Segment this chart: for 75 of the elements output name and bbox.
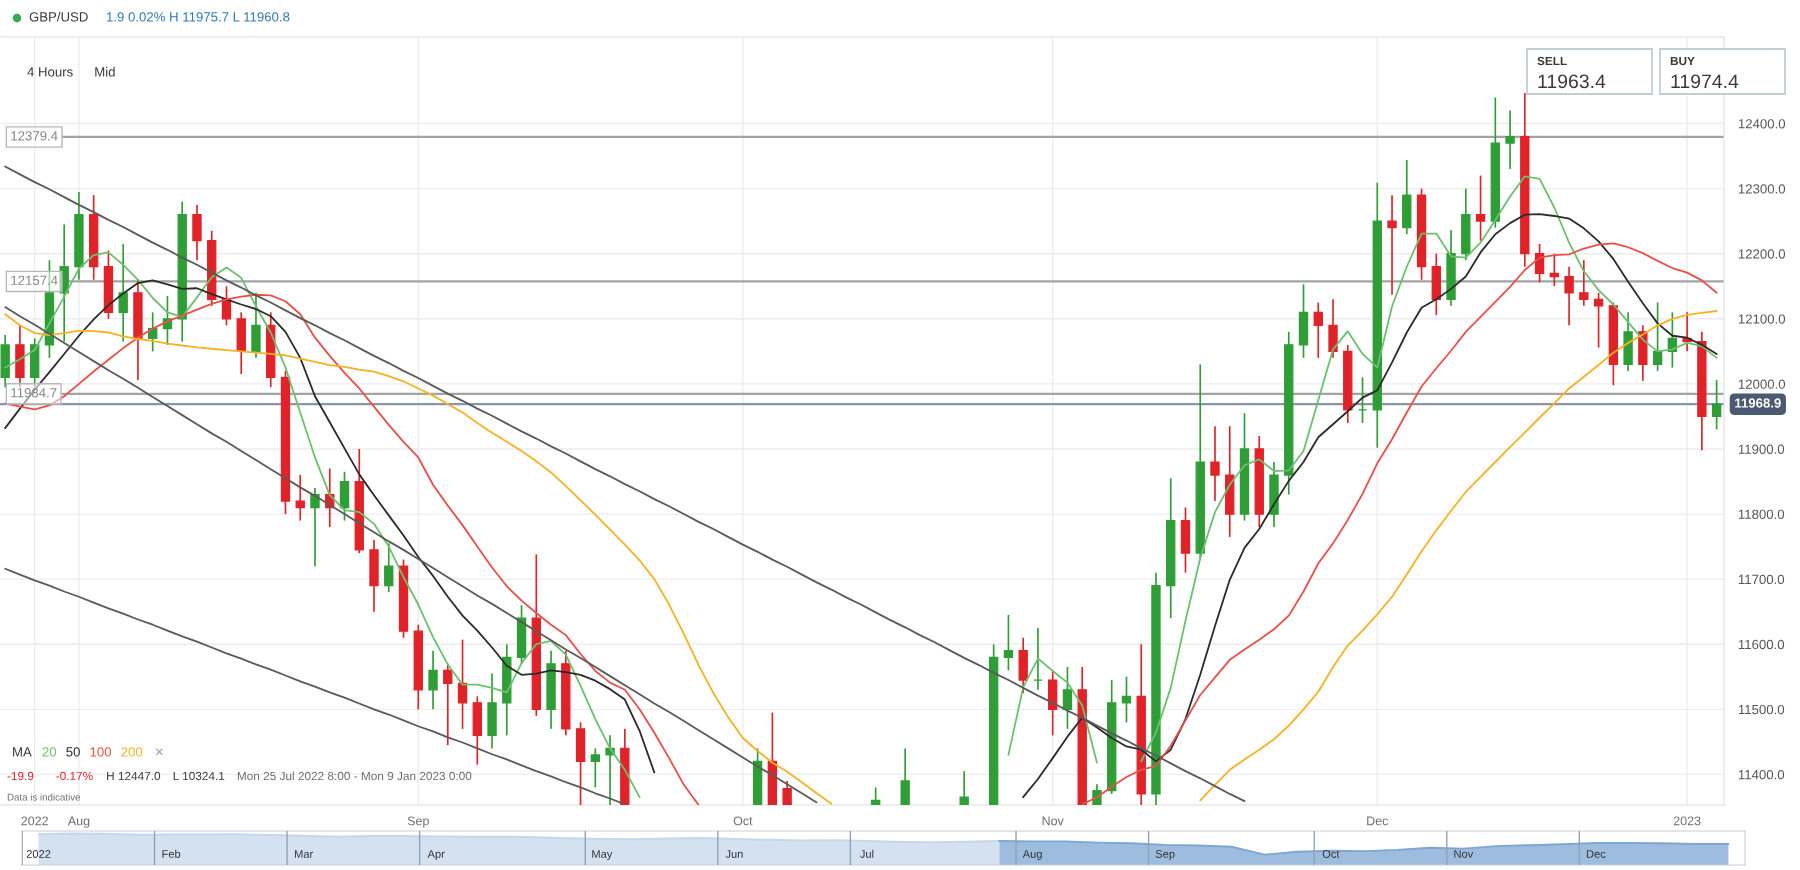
candlestick <box>782 780 792 805</box>
x-tick-label: Nov <box>1042 816 1064 826</box>
chart-subtitle: 1.9 0.02% H 11975.7 L 11960.8 <box>107 12 290 22</box>
candlestick <box>1387 194 1397 296</box>
candlestick <box>428 649 438 711</box>
chart-title: GBP/USD <box>29 11 88 22</box>
x-tick-label: 2023 <box>1673 816 1701 826</box>
candlestick <box>959 770 969 805</box>
candlestick <box>1564 265 1574 327</box>
text: 50 <box>66 747 80 757</box>
x-tick-label: Jul <box>860 849 874 858</box>
candlestick <box>310 487 320 567</box>
ref-line-label: 11968.9 <box>1735 398 1781 408</box>
y-tick-label: 12100.0 <box>1738 314 1786 324</box>
text: 100 <box>90 747 111 757</box>
text: 200 <box>121 747 143 757</box>
annotation: BUY <box>1670 56 1695 66</box>
annotation: Mid <box>95 66 115 77</box>
y-tick-label: 12000.0 <box>1738 379 1786 389</box>
x-tick-label: Oct <box>733 816 753 826</box>
candlestick <box>1003 614 1014 672</box>
candlestick <box>1210 425 1220 502</box>
line-series <box>4 567 626 805</box>
candlestick <box>1062 666 1073 730</box>
x-tick-label: 2022 <box>21 816 48 826</box>
text: 20 <box>42 747 57 757</box>
x-tick-label: May <box>592 850 613 861</box>
annotation: -0.17% <box>56 771 93 781</box>
ref-line-label: 12379.4 <box>11 131 58 141</box>
candlestick <box>1357 376 1368 424</box>
y-tick-label: 12300.0 <box>1738 184 1786 194</box>
x-tick-label: Sep <box>407 816 429 828</box>
y-tick-label: 12200.0 <box>1738 249 1786 259</box>
x-tick-label: 2022 <box>26 850 51 858</box>
annotation: H 12447.0 <box>107 771 161 781</box>
annotation: 11974.4 <box>1671 74 1739 89</box>
candlestick <box>1505 109 1515 170</box>
y-tick-label: 11800.0 <box>1738 509 1785 519</box>
y-tick-label: 11500.0 <box>1738 704 1785 715</box>
x-tick-label: Dec <box>1586 850 1606 858</box>
line-series <box>4 165 1246 802</box>
x-tick-label: Jun <box>725 850 743 858</box>
annotation: -19.9 <box>7 771 34 781</box>
candlestick <box>1475 174 1486 242</box>
candlestick <box>1313 301 1323 359</box>
x-tick-label: Oct <box>1322 850 1340 858</box>
x-tick-label: Mar <box>294 850 314 858</box>
x-tick-label: Dec <box>1367 816 1389 826</box>
line-series <box>4 306 818 804</box>
legend-title: MA <box>13 747 32 757</box>
x-tick-label: Aug <box>1022 850 1042 861</box>
y-tick-label: 11400.0 <box>1738 769 1785 780</box>
annotation: L 10324.1 <box>173 771 225 781</box>
annotation: SELL <box>1537 56 1567 66</box>
candlestick <box>1652 301 1663 372</box>
annotation: Data is indicative <box>7 793 81 801</box>
x-tick-label: Aug <box>67 816 90 828</box>
x-tick-label: Feb <box>162 849 181 858</box>
candlestick <box>590 747 601 789</box>
candlestick <box>1579 259 1589 307</box>
candlestick <box>1711 379 1722 431</box>
candlestick <box>118 243 128 343</box>
annotation: × <box>155 748 163 756</box>
y-tick-label: 11900.0 <box>1738 444 1785 454</box>
annotation: 11963.4 <box>1538 74 1606 89</box>
y-tick-label: 12400.0 <box>1738 119 1786 129</box>
annotation: 4 Hours <box>27 67 73 77</box>
y-tick-label: 11600.0 <box>1738 639 1785 650</box>
x-tick-label: Sep <box>1155 850 1175 861</box>
candlestick <box>384 542 394 594</box>
candlestick <box>295 474 305 522</box>
annotation: Mon 25 Jul 2022 8:00 - Mon 9 Jan 2023 0:00 <box>237 771 472 781</box>
x-tick-label: Nov <box>1454 850 1474 858</box>
x-tick-label: Apr <box>427 850 445 861</box>
y-tick-label: 11700.0 <box>1738 574 1785 585</box>
